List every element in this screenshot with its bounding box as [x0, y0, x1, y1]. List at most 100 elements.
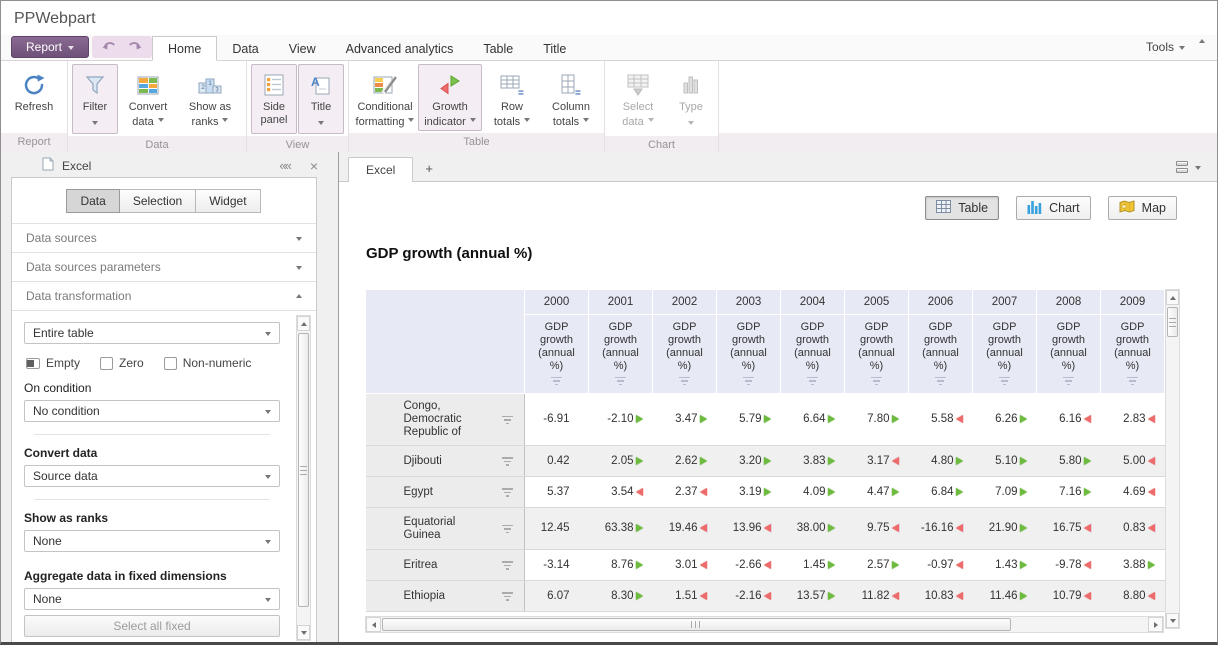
year-column-header[interactable]: 2008 [1036, 289, 1101, 315]
ribbon-tab-data[interactable]: Data [232, 42, 259, 56]
table-vertical-scrollbar[interactable] [1165, 289, 1180, 629]
year-column-header[interactable]: 2002 [652, 289, 717, 315]
year-column-header[interactable]: 2000 [524, 289, 589, 315]
close-panel-button[interactable]: × [309, 157, 318, 174]
undo-icon[interactable] [102, 38, 117, 56]
filter-icon[interactable] [999, 376, 1011, 386]
filter-icon[interactable] [501, 524, 513, 536]
select-all-fixed-button[interactable]: Select all fixed [24, 615, 280, 637]
filter-icon[interactable] [871, 376, 883, 386]
filter-icon[interactable] [679, 376, 691, 386]
filter-icon[interactable] [807, 376, 819, 386]
panel-tab-widget[interactable]: Widget [195, 189, 261, 213]
checkbox-non-numeric[interactable]: Non-numeric [163, 356, 251, 370]
view-chart-button[interactable]: Chart [1016, 196, 1091, 220]
ribbon-tab-table[interactable]: Table [483, 42, 514, 56]
filter-icon[interactable] [501, 488, 513, 499]
scroll-left-button[interactable] [366, 617, 381, 632]
collapse-panel-button[interactable]: «« [279, 158, 292, 173]
filter-icon[interactable] [743, 376, 755, 386]
year-column-header[interactable]: 2003 [716, 289, 781, 315]
convert-data-select[interactable]: Source data [24, 465, 280, 487]
year-column-header[interactable]: 2007 [972, 289, 1037, 315]
measure-column-header[interactable]: GDP growth (annual %) [1100, 314, 1165, 394]
growth-indicator-button[interactable]: Growth indicator [418, 64, 482, 131]
section-data-transformation[interactable]: Data transformation [12, 281, 316, 310]
panel-vertical-scrollbar[interactable] [296, 315, 311, 641]
ribbon-tab-home[interactable]: Home [152, 36, 218, 61]
aggregate-select[interactable]: None [24, 588, 280, 610]
redo-icon[interactable] [127, 38, 142, 56]
checkbox-empty[interactable]: Empty [24, 356, 80, 370]
row-header[interactable]: Egypt [365, 476, 525, 508]
row-totals-button[interactable]: = Row totals [483, 64, 541, 131]
filter-icon[interactable] [501, 415, 513, 427]
ribbon-tab-title[interactable]: Title [543, 42, 567, 56]
filter-icon[interactable] [1063, 376, 1075, 386]
checkbox-zero[interactable]: Zero [100, 356, 144, 370]
scope-select[interactable]: Entire table [24, 322, 280, 344]
view-map-button[interactable]: Map [1107, 196, 1177, 220]
measure-column-header[interactable]: GDP growth (annual %) [588, 314, 653, 394]
year-column-header[interactable]: 2006 [908, 289, 973, 315]
new-tab-button[interactable]: + [425, 161, 433, 176]
conditional-formatting-button[interactable]: Conditional formatting [353, 64, 417, 131]
year-column-header[interactable]: 2009 [1100, 289, 1165, 315]
report-menu-button[interactable]: Report [11, 36, 89, 58]
row-header[interactable]: Congo, Democratic Republic of [365, 393, 525, 446]
filter-icon[interactable] [501, 561, 513, 572]
panel-tab-selection[interactable]: Selection [118, 189, 197, 213]
ribbon-tab-view[interactable]: View [288, 42, 316, 56]
filter-button[interactable]: Filter [72, 64, 118, 134]
show-as-ranks-select[interactable]: None [24, 530, 280, 552]
ribbon-tab-advanced-analytics[interactable]: Advanced analytics [345, 42, 454, 56]
measure-column-header[interactable]: GDP growth (annual %) [780, 314, 845, 394]
scrollbar-thumb[interactable] [1167, 307, 1178, 337]
document-tab-excel[interactable]: Excel [348, 157, 414, 182]
measure-column-header[interactable]: GDP growth (annual %) [524, 314, 589, 394]
filter-icon[interactable] [615, 376, 627, 386]
filter-icon[interactable] [1127, 376, 1139, 386]
filter-icon[interactable] [501, 592, 513, 603]
year-column-header[interactable]: 2005 [844, 289, 909, 315]
value-cell: -9.78 [1036, 549, 1101, 581]
year-column-header[interactable]: 2001 [588, 289, 653, 315]
scroll-down-button[interactable] [1166, 613, 1179, 628]
row-header[interactable]: Equatorial Guinea [365, 507, 525, 550]
panel-tab-data[interactable]: Data [66, 189, 120, 213]
scroll-down-button[interactable] [297, 625, 310, 640]
row-header[interactable]: Eritrea [365, 549, 525, 581]
row-header[interactable]: Djibouti [365, 445, 525, 477]
filter-icon[interactable] [501, 457, 513, 468]
refresh-button[interactable]: Refresh [5, 64, 63, 131]
collapse-ribbon-button[interactable] [1199, 34, 1205, 52]
section-data-sources[interactable]: Data sources [12, 223, 316, 252]
section-data-sources-parameters[interactable]: Data sources parameters [12, 252, 316, 281]
convert-data-button[interactable]: Convert data [119, 64, 177, 134]
scrollbar-thumb[interactable] [382, 618, 1011, 631]
title-button[interactable]: A Title [298, 64, 344, 134]
side-panel-button[interactable]: Side panel [251, 64, 297, 134]
column-totals-button[interactable]: = Column totals [542, 64, 600, 131]
table-horizontal-scrollbar[interactable] [365, 616, 1164, 633]
scroll-up-button[interactable] [297, 316, 310, 331]
filter-icon[interactable] [935, 376, 947, 386]
row-header[interactable]: Ethiopia [365, 580, 525, 612]
scroll-right-button[interactable] [1148, 617, 1163, 632]
measure-column-header[interactable]: GDP growth (annual %) [972, 314, 1037, 394]
tools-menu-button[interactable]: Tools [1146, 40, 1185, 54]
scrollbar-thumb[interactable] [298, 333, 309, 607]
year-column-header[interactable]: 2004 [780, 289, 845, 315]
measure-column-header[interactable]: GDP growth (annual %) [844, 314, 909, 394]
measure-column-header[interactable]: GDP growth (annual %) [908, 314, 973, 394]
measure-column-header[interactable]: GDP growth (annual %) [1036, 314, 1101, 394]
layout-options-button[interactable] [1176, 159, 1201, 175]
view-table-button[interactable]: Table [925, 196, 1000, 220]
measure-column-header[interactable]: GDP growth (annual %) [652, 314, 717, 394]
scroll-up-button[interactable] [1166, 290, 1179, 305]
measure-column-header[interactable]: GDP growth (annual %) [716, 314, 781, 394]
chart-type-button: Type [668, 64, 714, 134]
condition-select[interactable]: No condition [24, 400, 280, 422]
filter-icon[interactable] [551, 376, 563, 386]
